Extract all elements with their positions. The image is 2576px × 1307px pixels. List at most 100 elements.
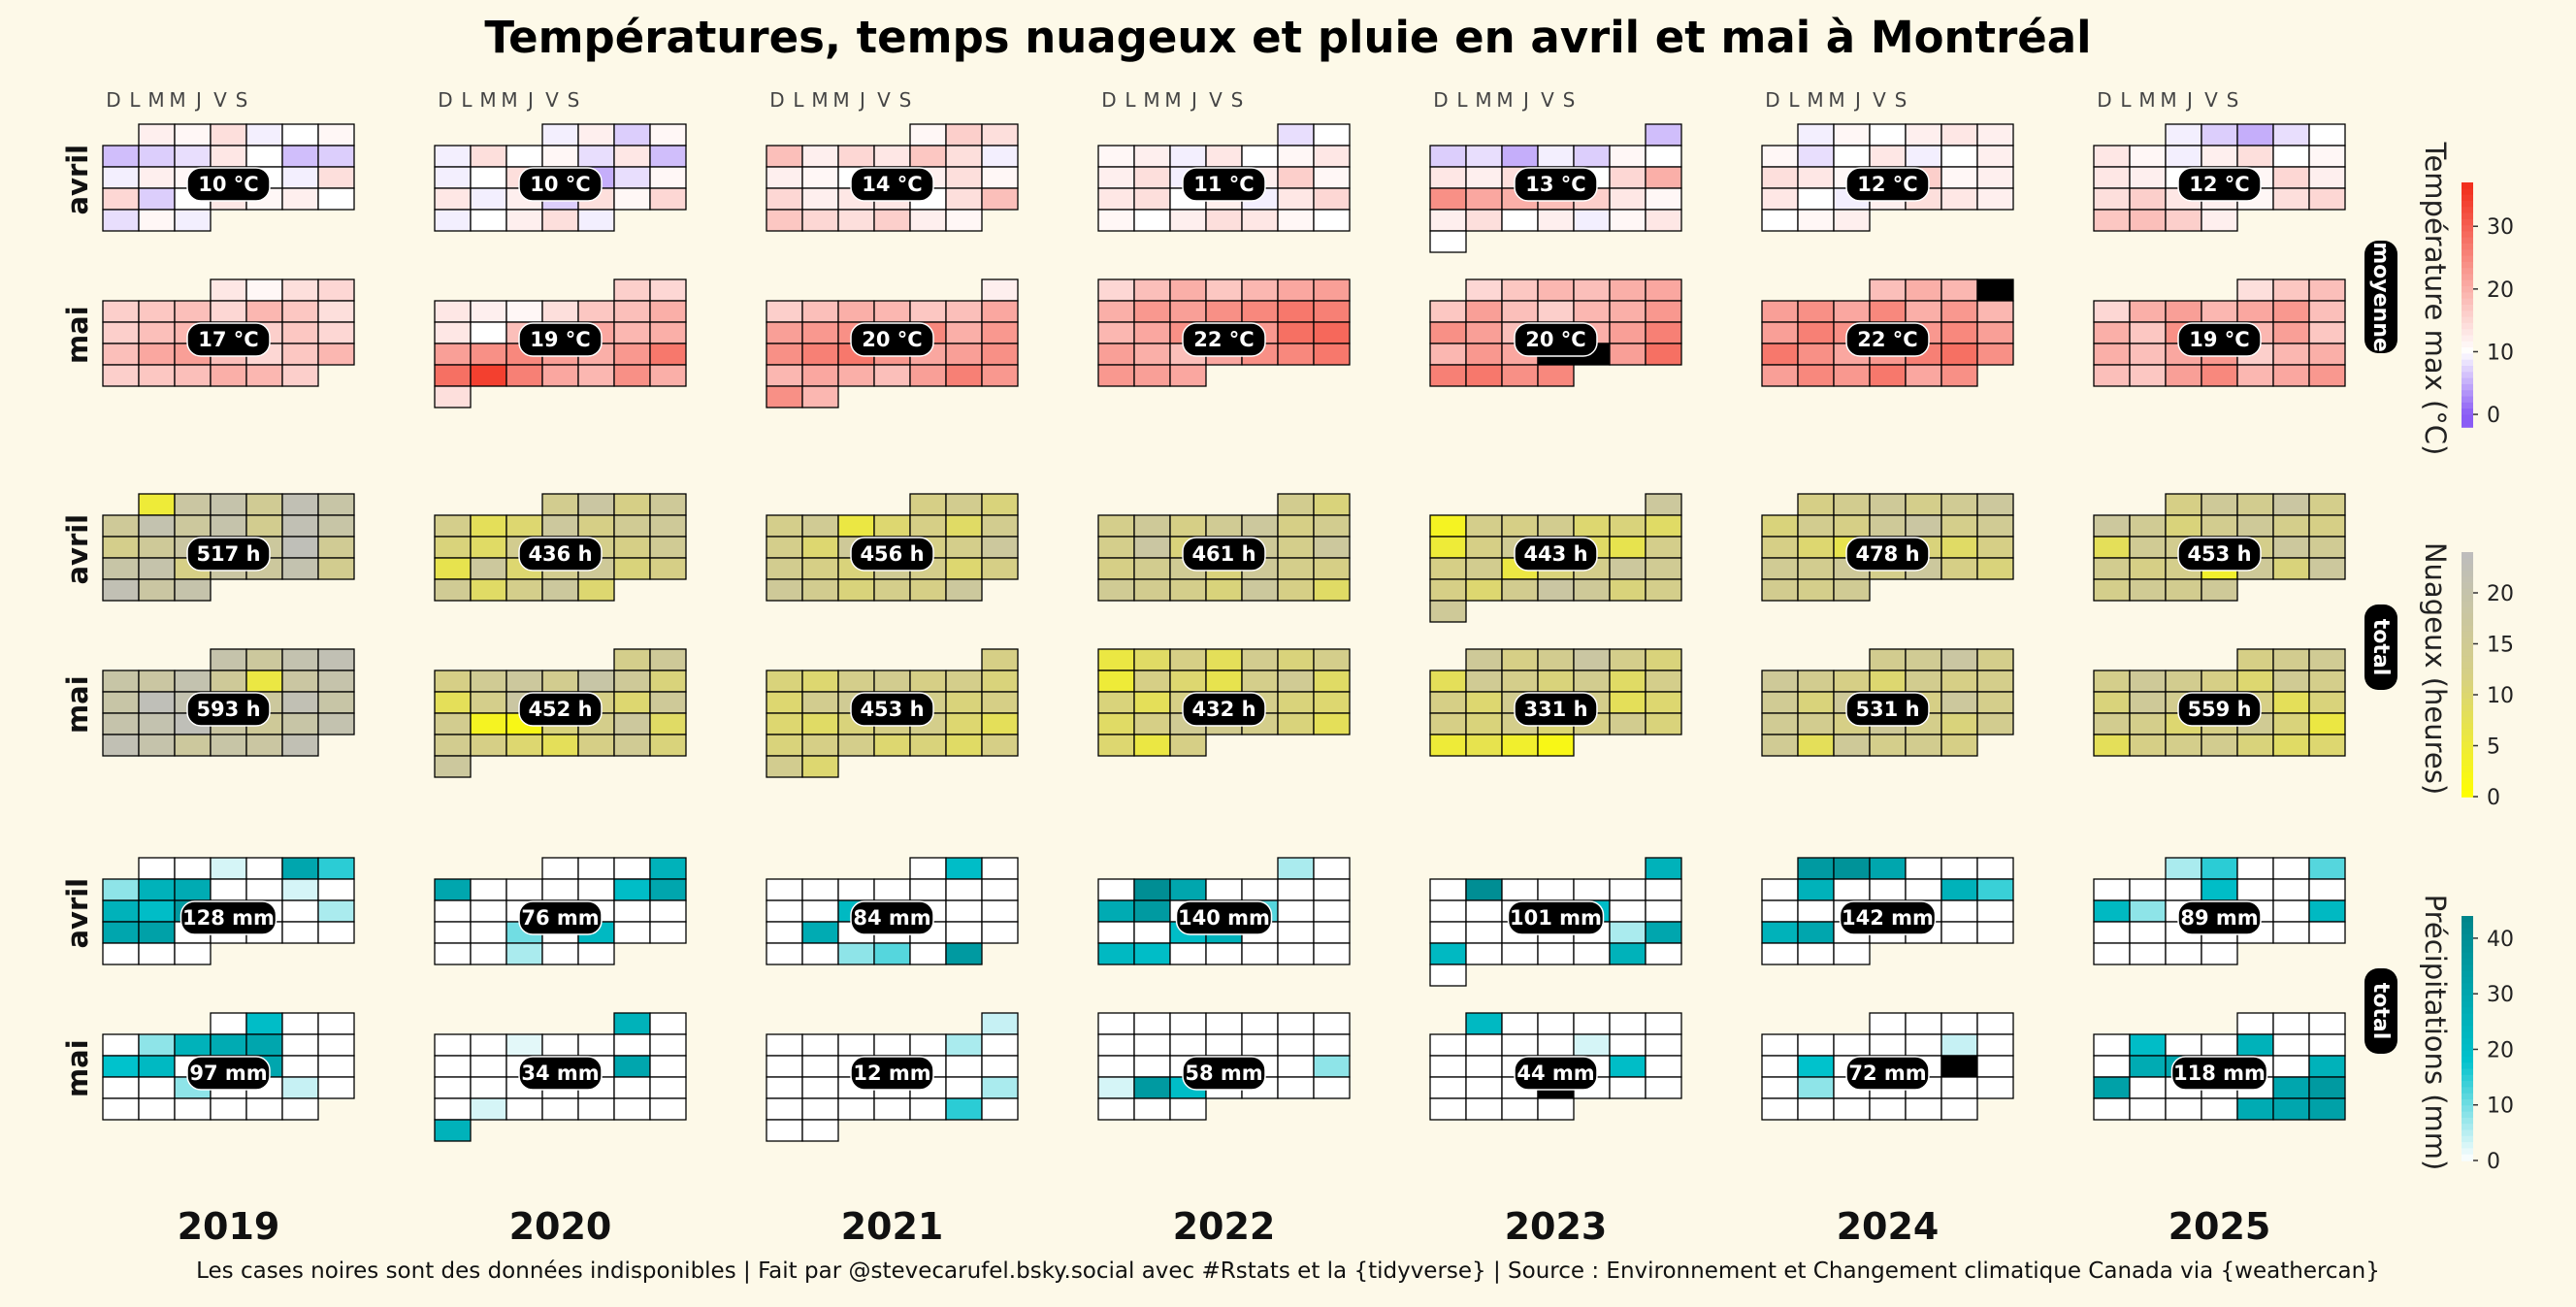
day-cell	[1645, 278, 1682, 302]
day-cell	[981, 921, 1019, 944]
day-cell	[1761, 878, 1799, 901]
day-cell	[801, 878, 839, 901]
summary-label: 97 mm	[189, 1062, 267, 1085]
day-cell	[1133, 343, 1171, 366]
day-cell	[1976, 536, 2014, 559]
day-cell	[1761, 1055, 1799, 1078]
day-cell	[1133, 321, 1171, 344]
day-cell	[1797, 300, 1835, 323]
day-cell	[1609, 278, 1647, 302]
day-cell	[281, 493, 319, 516]
day-cell	[1277, 1076, 1315, 1099]
day-cell	[981, 166, 1019, 189]
day-cell	[766, 300, 803, 323]
summary-badge: 89 mm	[2177, 900, 2262, 935]
day-cell	[801, 209, 839, 232]
legend-swatch	[2462, 1001, 2473, 1009]
day-cell	[1905, 648, 1942, 671]
day-cell	[102, 145, 140, 168]
day-cell	[1205, 648, 1243, 671]
day-cell	[1797, 123, 1835, 147]
summary-badge: 461 h	[1182, 537, 1266, 572]
day-cell	[981, 734, 1019, 757]
day-cell	[1976, 321, 2014, 344]
day-cell	[1465, 1097, 1503, 1121]
day-cell	[1501, 300, 1539, 323]
day-cell	[1645, 187, 1682, 211]
day-cell	[1241, 1033, 1279, 1057]
day-cell	[1645, 857, 1682, 880]
day-cell	[317, 300, 355, 323]
day-cell	[281, 145, 319, 168]
day-cell	[245, 1033, 283, 1057]
day-cell	[2272, 899, 2310, 923]
legend-swatch	[2462, 1007, 2473, 1015]
day-cell	[1940, 123, 1978, 147]
legend: 0 5 10 15 20 Nuageux (heures) total	[2364, 542, 2514, 810]
day-cell	[801, 1119, 839, 1142]
day-cell	[1645, 321, 1682, 344]
day-cell	[1869, 364, 1907, 387]
day-cell	[1169, 300, 1207, 323]
day-cell	[1501, 878, 1539, 901]
day-cell	[577, 123, 615, 147]
summary-badge: 559 h	[2177, 692, 2262, 727]
summary-label: 19 °C	[2189, 328, 2249, 351]
day-cell	[1645, 1033, 1682, 1057]
day-cell	[1976, 712, 2014, 735]
month-grid	[1761, 857, 2014, 965]
weekday-header: V	[213, 88, 227, 112]
day-cell	[649, 878, 687, 901]
day-cell	[1645, 921, 1682, 944]
day-cell	[1940, 364, 1978, 387]
day-cell	[174, 942, 212, 965]
legend-swatch	[2462, 255, 2473, 263]
day-cell	[1609, 1055, 1647, 1078]
month-grid	[1761, 278, 2014, 387]
day-cell	[2129, 691, 2167, 714]
day-cell	[981, 321, 1019, 344]
weekday-header: M	[169, 88, 185, 112]
day-cell	[281, 691, 319, 714]
day-cell	[1465, 648, 1503, 671]
day-cell	[2272, 648, 2310, 671]
legend-swatch	[2462, 619, 2473, 627]
weekday-header: M	[1143, 88, 1159, 112]
day-cell	[945, 578, 983, 602]
day-cell	[1277, 1012, 1315, 1035]
day-cell	[1429, 942, 1467, 965]
legend-swatch	[2462, 1111, 2473, 1119]
legend-swatch	[2462, 989, 2473, 997]
summary-label: 84 mm	[853, 906, 930, 930]
day-cell	[2236, 278, 2274, 302]
day-cell	[1133, 278, 1171, 302]
day-cell	[434, 712, 472, 735]
year-label: 2023	[1505, 1205, 1608, 1248]
day-cell	[2165, 123, 2202, 147]
day-cell	[613, 670, 651, 693]
day-cell	[2093, 557, 2131, 580]
day-cell	[1133, 942, 1171, 965]
day-cell	[1277, 670, 1315, 693]
day-cell	[1797, 343, 1835, 366]
day-cell	[1465, 734, 1503, 757]
day-cell	[1609, 691, 1647, 714]
legend-swatch	[2462, 656, 2473, 664]
day-cell	[1133, 536, 1171, 559]
day-cell	[1940, 1033, 1978, 1057]
day-cell	[1097, 557, 1135, 580]
day-cell	[981, 1012, 1019, 1035]
day-cell	[981, 1033, 1019, 1057]
day-cell	[909, 1097, 947, 1121]
year-label: 2022	[1173, 1205, 1276, 1248]
day-cell	[1645, 899, 1682, 923]
day-cell	[2093, 734, 2131, 757]
day-cell	[1429, 1097, 1467, 1121]
day-cell	[1097, 921, 1135, 944]
legend-swatch	[2462, 1056, 2473, 1063]
day-cell	[1241, 878, 1279, 901]
legend-swatch	[2462, 1148, 2473, 1156]
day-cell	[981, 364, 1019, 387]
day-cell	[470, 145, 507, 168]
day-cell	[138, 187, 176, 211]
